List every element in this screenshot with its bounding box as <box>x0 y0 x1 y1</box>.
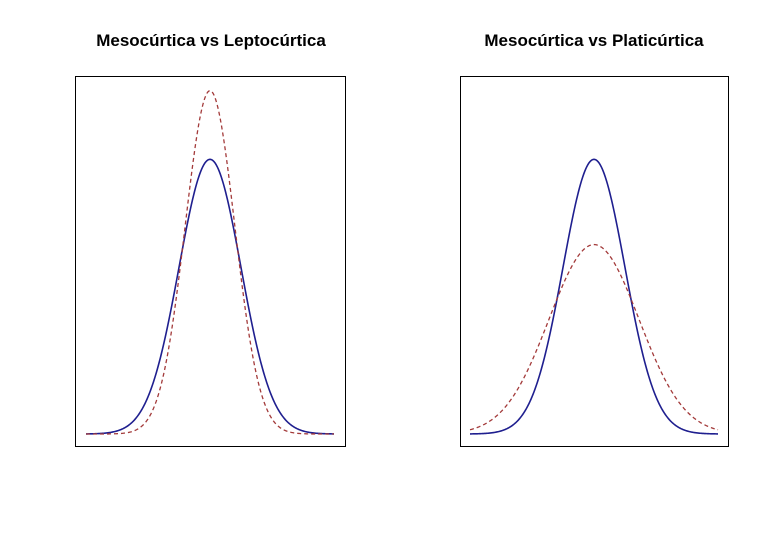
panel-right-plot-frame <box>460 76 729 447</box>
panel-left-curves <box>85 90 335 435</box>
panel-left-curve-solid <box>85 158 335 435</box>
panel-right-curves <box>469 158 719 435</box>
panel-right-curve-dashed <box>469 243 719 431</box>
panel-left-title: Mesocúrtica vs Leptocúrtica <box>96 31 326 50</box>
panel-left: Mesocúrtica vs Leptocúrtica <box>75 31 346 447</box>
panel-left-plot-frame <box>75 76 346 447</box>
panel-left-curve-dashed <box>86 90 334 435</box>
panel-right-curve-solid <box>469 158 719 435</box>
panel-right: Mesocúrtica vs Platicúrtica <box>460 31 729 447</box>
panel-right-title: Mesocúrtica vs Platicúrtica <box>484 31 704 50</box>
